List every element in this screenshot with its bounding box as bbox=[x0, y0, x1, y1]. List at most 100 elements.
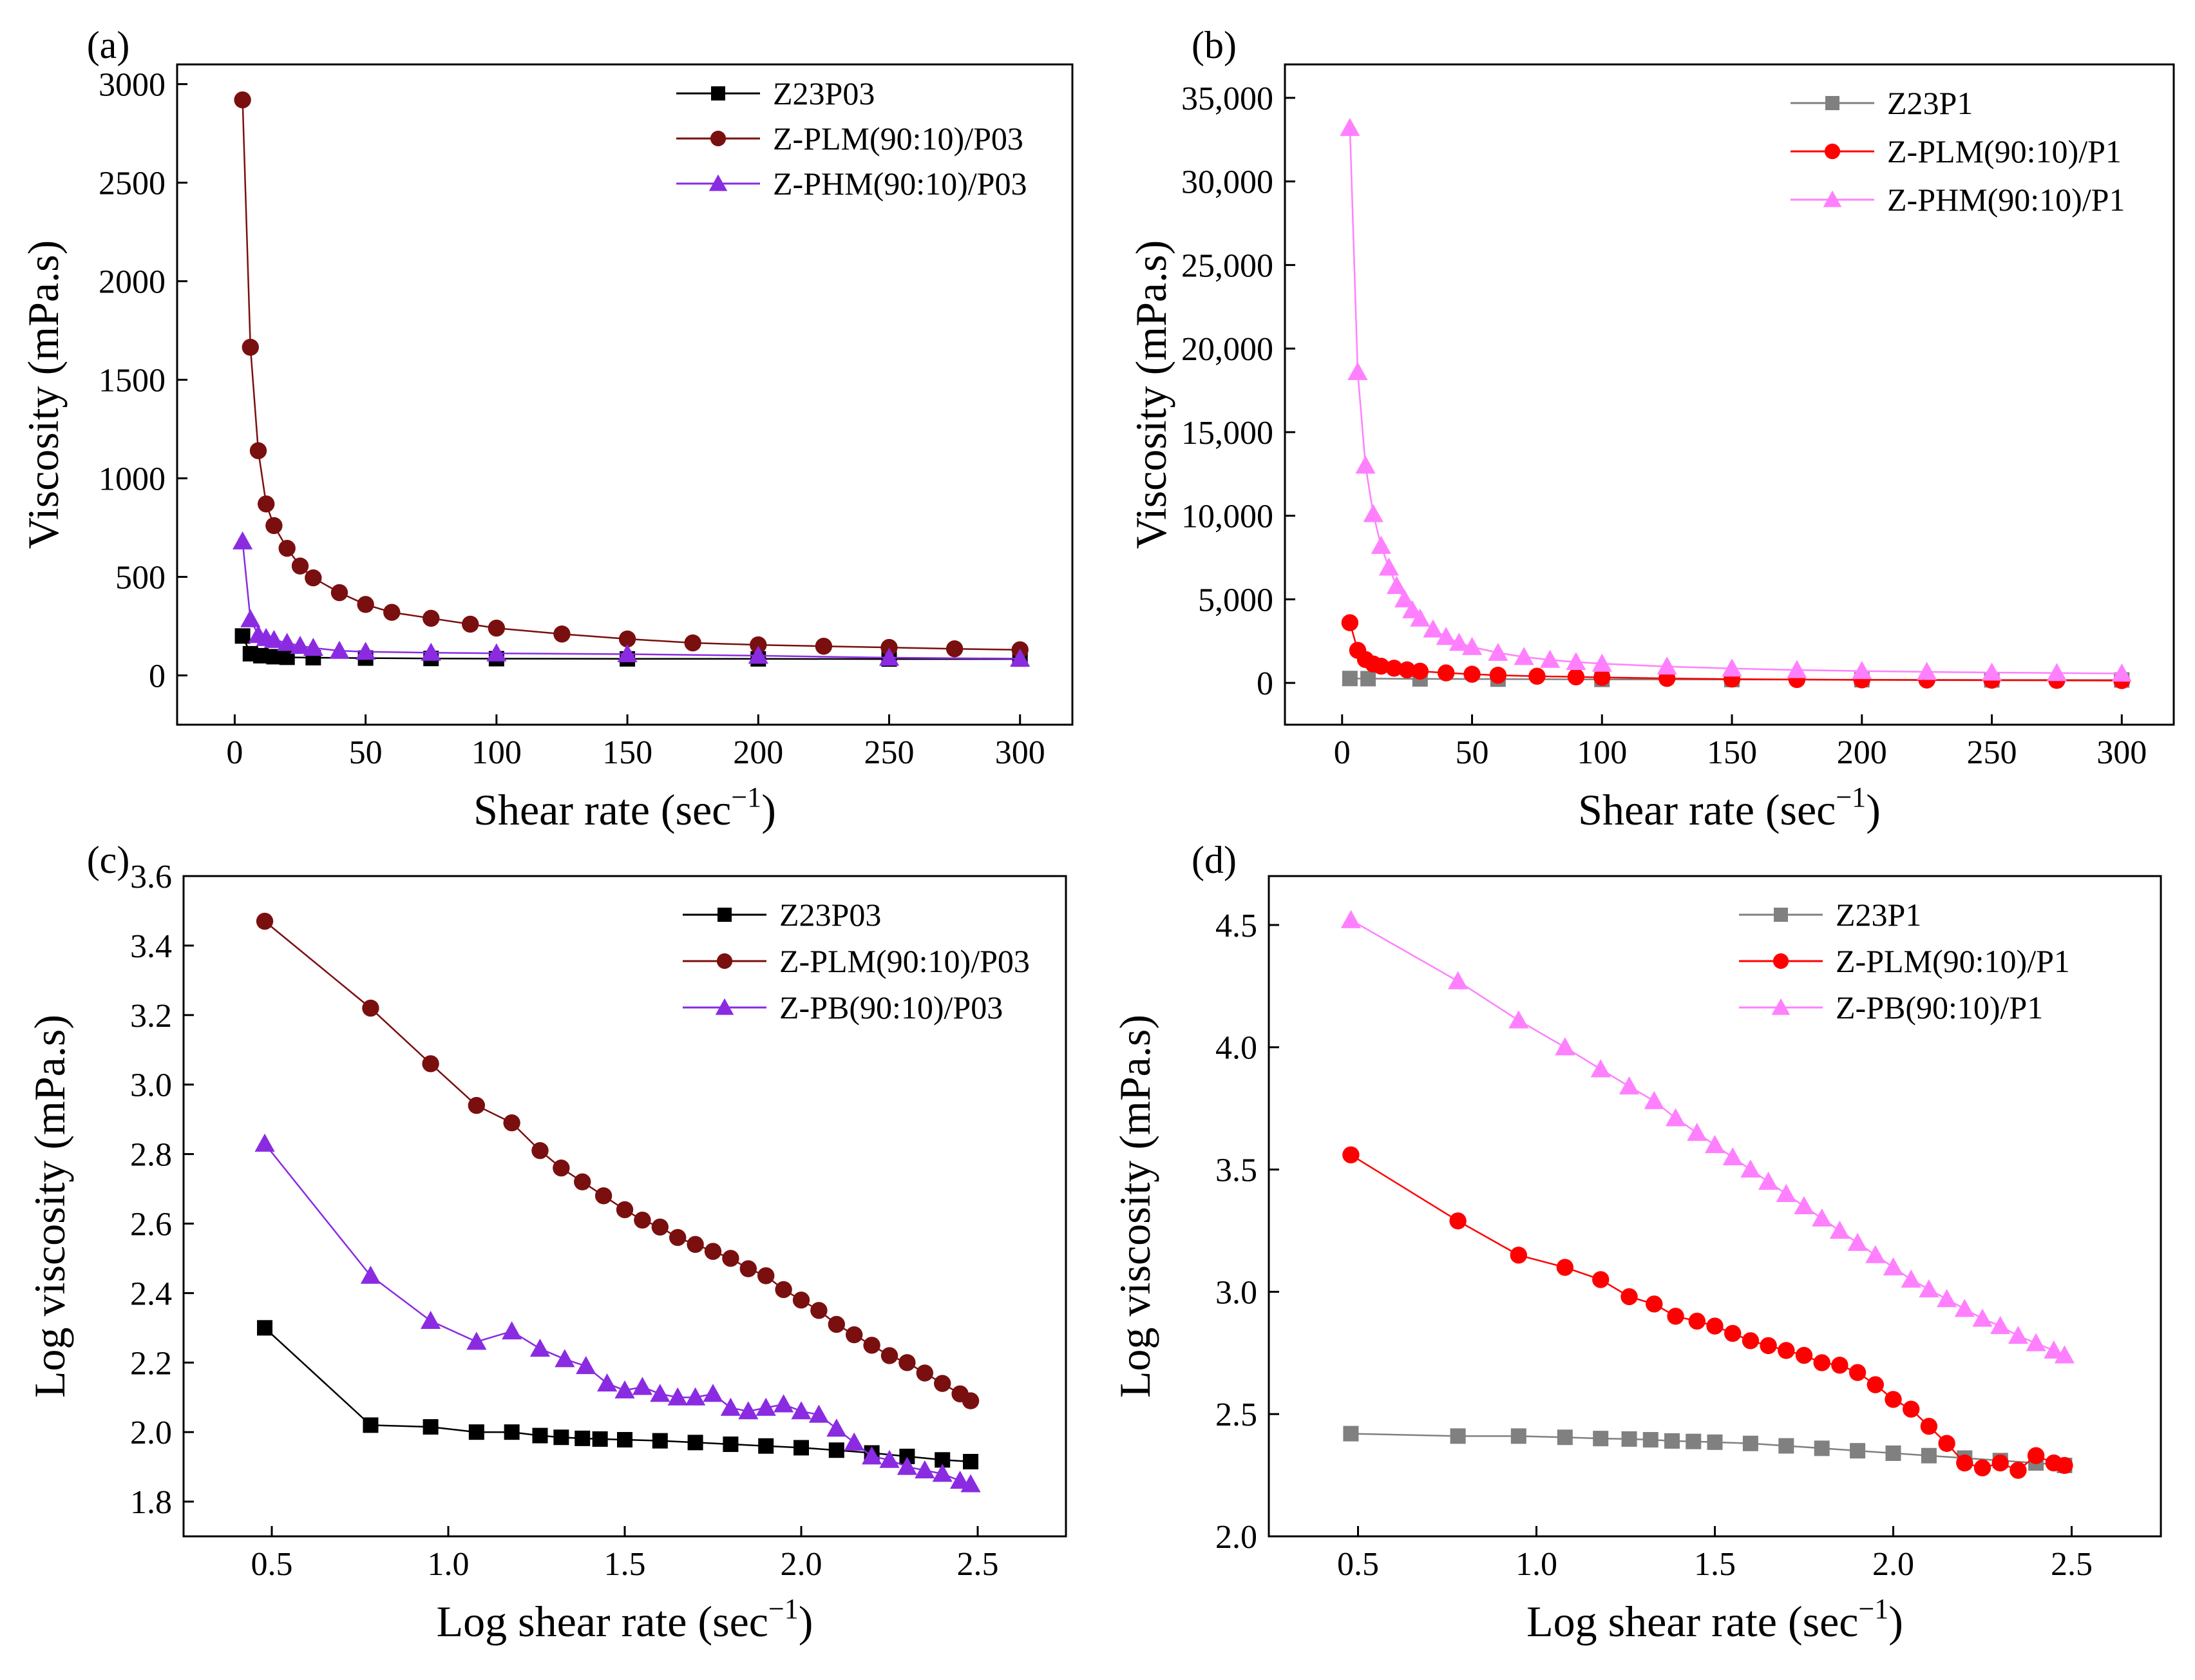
data-point bbox=[1394, 589, 1415, 607]
data-point bbox=[632, 1377, 652, 1395]
data-point bbox=[1981, 662, 2002, 681]
x-tick-label: 0.5 bbox=[1337, 1546, 1379, 1583]
x-tick-label: 250 bbox=[864, 734, 914, 771]
y-tick-label: 500 bbox=[115, 560, 166, 597]
y-axis-title: Viscosity (mPa.s) bbox=[1126, 240, 1175, 549]
data-point bbox=[962, 1392, 980, 1409]
data-point bbox=[1340, 118, 1360, 137]
data-point bbox=[1642, 1432, 1658, 1448]
data-point bbox=[1657, 656, 1677, 675]
data-point bbox=[1437, 664, 1455, 682]
data-point bbox=[1917, 662, 1937, 680]
data-point bbox=[383, 604, 401, 621]
data-point bbox=[1867, 1376, 1884, 1393]
data-point bbox=[1706, 1317, 1724, 1335]
data-point bbox=[1919, 1279, 1939, 1298]
data-point bbox=[774, 1394, 794, 1413]
data-point bbox=[423, 609, 440, 627]
legend-marker bbox=[1772, 953, 1789, 969]
legend-label: Z-PHM(90:10)/P1 bbox=[1887, 182, 2125, 218]
data-point bbox=[915, 1460, 935, 1478]
legend-label: Z23P1 bbox=[1836, 897, 1921, 933]
data-point bbox=[1687, 1123, 1707, 1141]
data-point bbox=[2111, 663, 2132, 682]
data-point bbox=[278, 539, 296, 557]
data-point bbox=[685, 1387, 706, 1406]
data-point bbox=[1448, 971, 1468, 989]
data-point bbox=[423, 1419, 439, 1435]
legend-marker bbox=[1824, 143, 1841, 160]
data-point bbox=[2026, 1333, 2046, 1351]
legend-label: Z-PB(90:10)/P03 bbox=[779, 989, 1003, 1026]
data-point bbox=[916, 1364, 934, 1382]
plot-frame bbox=[176, 63, 1074, 726]
data-point bbox=[669, 1228, 687, 1246]
data-point bbox=[234, 91, 251, 109]
y-tick-label: 0 bbox=[149, 658, 166, 695]
series-1 bbox=[256, 912, 980, 1409]
data-point bbox=[1742, 1332, 1760, 1350]
legend-marker bbox=[717, 908, 732, 922]
data-point bbox=[1449, 633, 1469, 651]
data-point bbox=[1488, 642, 1508, 661]
legend: Z23P03 Z-PLM(90:10)/P03 Z-PHM(90:10)/P03 bbox=[676, 75, 1027, 202]
x-tick-label: 2.5 bbox=[2051, 1546, 2093, 1583]
data-point bbox=[757, 1267, 775, 1284]
y-tick-label: 2.4 bbox=[130, 1275, 172, 1312]
data-point bbox=[687, 1435, 703, 1451]
data-point bbox=[1592, 653, 1612, 672]
data-point bbox=[748, 645, 768, 664]
legend-marker bbox=[1774, 908, 1788, 922]
plot-frame bbox=[1284, 63, 2175, 726]
data-point bbox=[257, 1320, 273, 1336]
panel-label: (a) bbox=[87, 24, 130, 66]
data-point bbox=[277, 633, 298, 651]
data-point bbox=[503, 1114, 520, 1132]
data-point bbox=[305, 569, 322, 587]
x-tick-label: 1.0 bbox=[1516, 1546, 1557, 1583]
data-point bbox=[687, 1236, 704, 1254]
data-point bbox=[775, 1281, 792, 1299]
data-point bbox=[263, 629, 284, 648]
data-point bbox=[574, 1173, 591, 1190]
y-tick-label: 3.6 bbox=[130, 859, 172, 895]
data-point bbox=[356, 642, 376, 660]
y-tick-label: 3.0 bbox=[1215, 1274, 1257, 1311]
data-point bbox=[1342, 1146, 1360, 1163]
data-point bbox=[575, 1430, 591, 1446]
data-point bbox=[265, 517, 283, 535]
data-point bbox=[362, 999, 379, 1017]
data-point bbox=[1688, 1312, 1706, 1330]
series-1 bbox=[1341, 614, 2131, 689]
data-point bbox=[1436, 627, 1456, 645]
legend: Z23P1 Z-PLM(90:10)/P1 Z-PHM(90:10)/P1 bbox=[1791, 85, 2125, 218]
data-point bbox=[650, 1384, 670, 1402]
data-point bbox=[2010, 1462, 2027, 1479]
data-point bbox=[1621, 1431, 1637, 1447]
data-point bbox=[1514, 647, 1534, 665]
data-point bbox=[242, 338, 260, 356]
data-point bbox=[1829, 1220, 1850, 1239]
data-point bbox=[1740, 1159, 1761, 1178]
x-tick-label: 100 bbox=[1577, 734, 1627, 771]
x-axis-title: Log shear rate (sec−1) bbox=[1526, 1593, 1903, 1646]
data-point bbox=[357, 596, 374, 613]
data-point bbox=[1831, 1357, 1848, 1374]
data-point bbox=[738, 1401, 759, 1420]
data-point bbox=[1347, 361, 1368, 380]
chart-a: (a)0 50 100 150 200 250 3000500100015002000250… bbox=[19, 24, 1074, 834]
data-point bbox=[363, 1417, 379, 1433]
data-point bbox=[1355, 455, 1376, 474]
data-point bbox=[1463, 665, 1481, 683]
series-2 bbox=[1340, 118, 2132, 682]
data-point bbox=[2027, 1447, 2045, 1464]
data-point bbox=[1620, 1288, 1638, 1306]
data-point bbox=[755, 1397, 776, 1416]
chart-c: (c) 0.5 1.0 1.5 2.0 2.5 1.8 2.0 2.2 2.4 2.6 2.8 3.0 3… bbox=[25, 839, 1067, 1646]
data-point bbox=[1686, 1433, 1702, 1449]
data-point bbox=[879, 1449, 900, 1468]
data-point bbox=[862, 1446, 882, 1465]
y-tick-label: 3000 bbox=[99, 67, 166, 104]
data-point bbox=[330, 584, 348, 602]
